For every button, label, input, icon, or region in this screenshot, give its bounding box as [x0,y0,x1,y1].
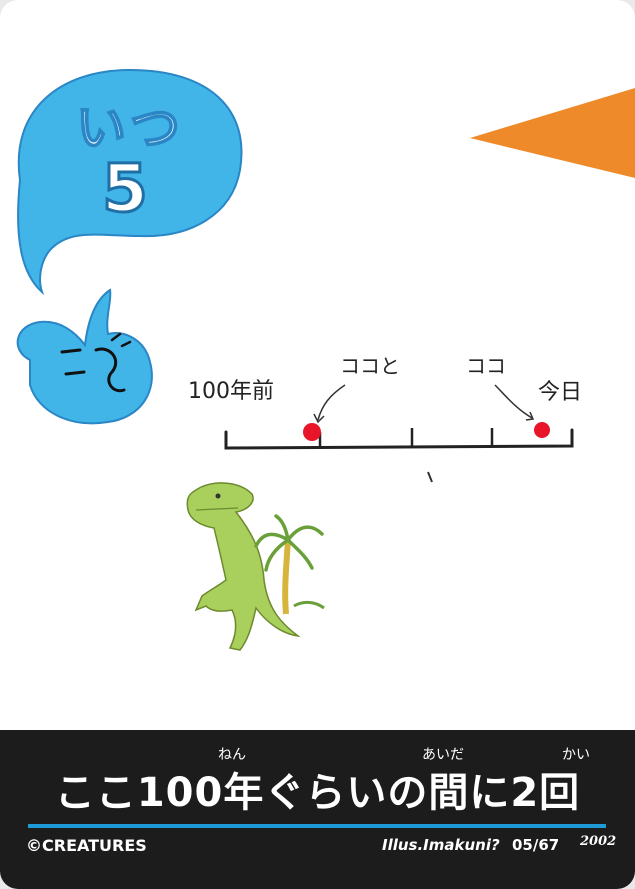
year-logo: 2002 [580,834,617,849]
dinosaur-drawing-icon [186,482,301,651]
palm-tree-drawing-icon [254,514,325,615]
timeline-line [224,428,574,450]
label-here: ココ [466,354,506,378]
marker-dot-2 [534,422,550,438]
marker-dot-1 [303,423,321,441]
divider-rule [28,824,606,828]
orange-pointer-shape [470,88,635,178]
arrow-1 [317,384,346,421]
illustrator-credit: Illus.Imakuni? [382,836,500,854]
label-today: 今日 [538,380,583,405]
speech-bubble-shape [17,68,243,296]
text-band [0,730,635,889]
ruby-aida: あいだ [422,747,464,763]
arrow-2 [494,384,533,419]
card-artwork [16,68,635,651]
label-here-and: ココと [340,354,400,378]
ruby-kai: かい [562,747,590,763]
blob-creature-icon [16,288,153,425]
card-number: 05/67 [512,836,560,854]
category-label: いつ [75,98,184,158]
card-main-text: ここ100年ぐらいの間に2回 [54,770,581,816]
card-value-number: 5 [101,149,150,229]
ruby-nen: ねん [218,747,246,763]
copyright-text: ©CREATURES [26,836,147,855]
label-100-years-ago: 100年前 [188,379,274,404]
